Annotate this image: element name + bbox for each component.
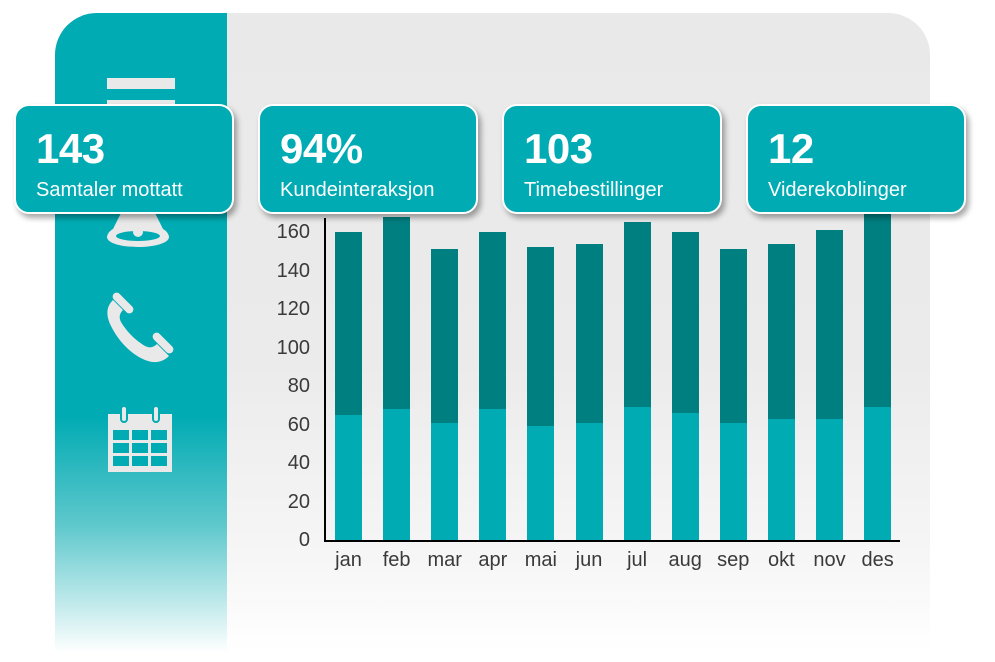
kpi-value: 94% xyxy=(280,125,363,172)
kpi-card-customer-interaction[interactable]: 94% Kundeinteraksjon xyxy=(258,104,478,214)
kpi-card-transfers[interactable]: 12 Viderekoblinger xyxy=(746,104,966,214)
kpi-label: Kundeinteraksjon xyxy=(280,179,435,201)
kpi-value: 143 xyxy=(36,125,105,172)
kpi-value: 12 xyxy=(768,125,814,172)
kpi-label: Viderekoblinger xyxy=(768,179,907,201)
kpi-value: 103 xyxy=(524,125,593,172)
menu-bar xyxy=(107,78,175,89)
kpi-card-calls-received[interactable]: 143 Samtaler mottatt xyxy=(14,104,234,214)
kpi-card-appointments[interactable]: 103 Timebestillinger xyxy=(502,104,722,214)
kpi-label: Samtaler mottatt xyxy=(36,179,183,201)
calendar-icon[interactable] xyxy=(108,405,172,472)
bell-icon[interactable] xyxy=(107,213,169,247)
phone-icon[interactable] xyxy=(103,288,181,366)
kpi-label: Timebestillinger xyxy=(524,179,664,201)
